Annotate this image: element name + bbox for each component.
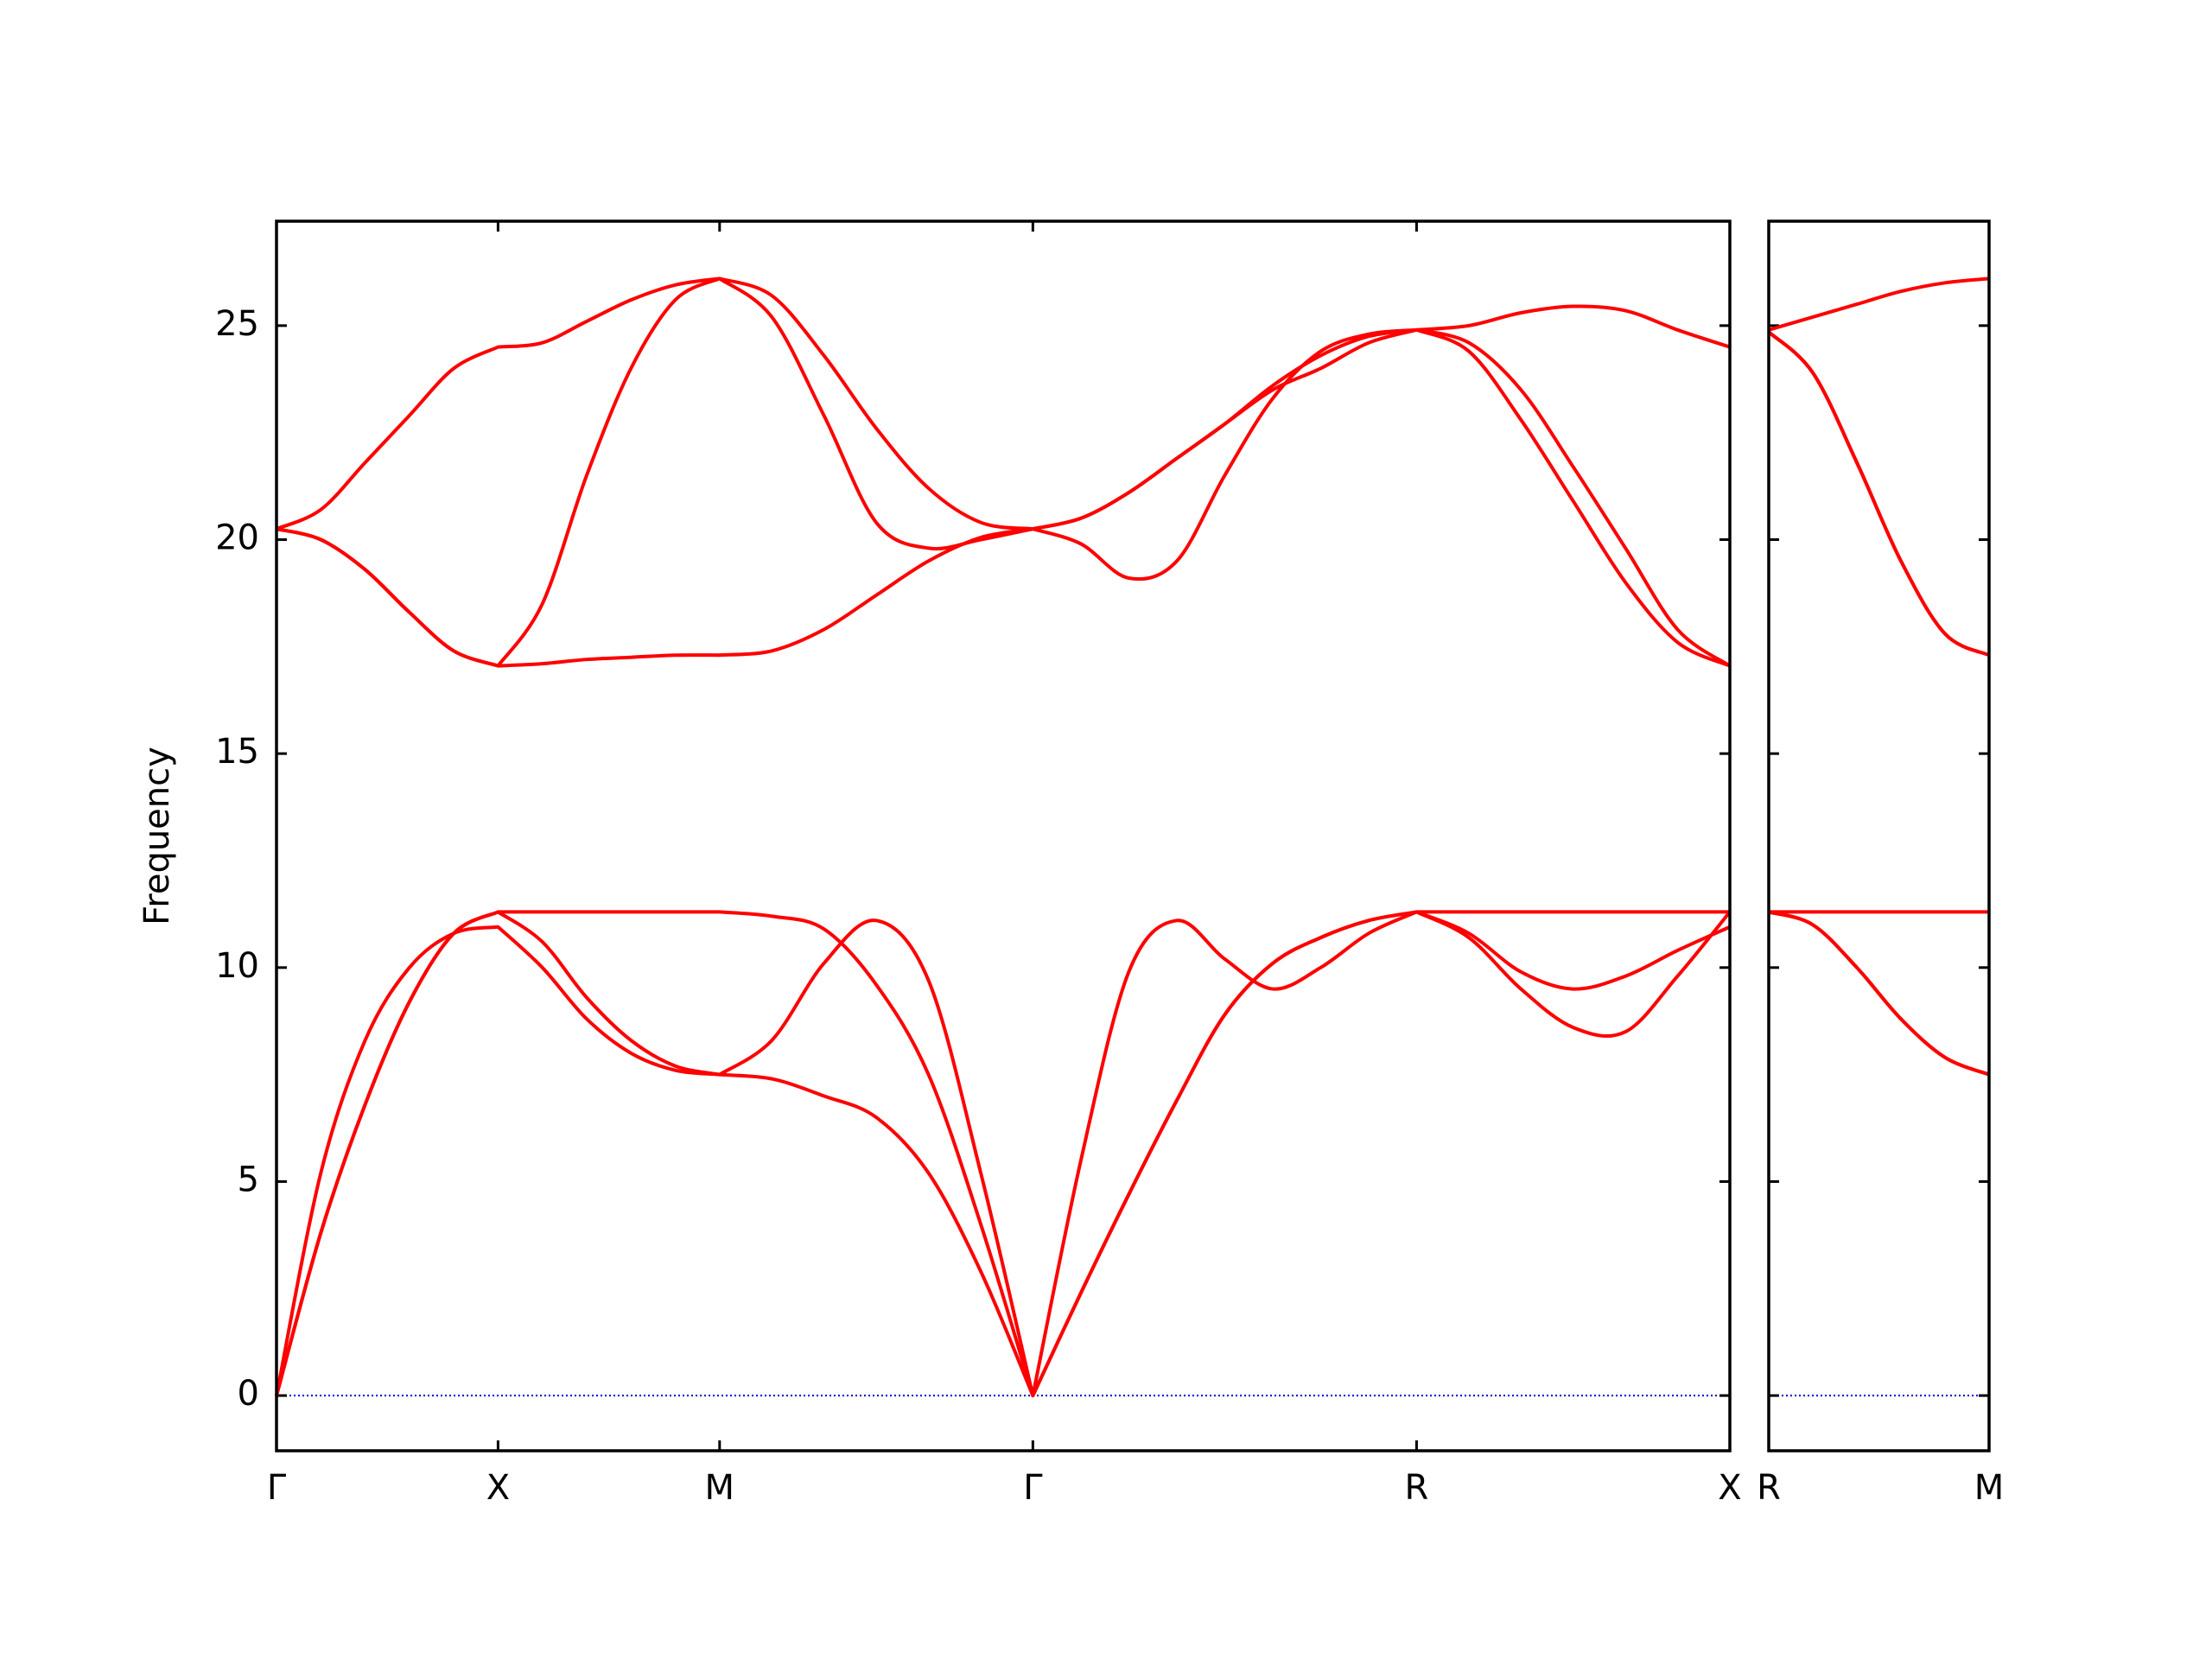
band-line bbox=[275, 910, 1731, 1398]
band-line bbox=[1767, 330, 1990, 658]
band-line bbox=[276, 276, 1732, 668]
y-tick-label: 5 bbox=[238, 1160, 259, 1199]
x-tick-label: M bbox=[705, 1468, 735, 1508]
band-line bbox=[276, 276, 1731, 531]
band-line bbox=[1768, 276, 1990, 332]
x-tick-label: X bbox=[1718, 1468, 1741, 1508]
x-tick-label: Γ bbox=[1023, 1468, 1043, 1508]
y-tick-label: 25 bbox=[215, 304, 259, 344]
x-tick-label: Γ bbox=[267, 1468, 287, 1508]
y-tick-label: 20 bbox=[215, 518, 259, 558]
y-tick-label: 10 bbox=[215, 946, 259, 986]
band-line bbox=[1767, 330, 1990, 658]
y-tick-label: 0 bbox=[238, 1374, 259, 1414]
axes-frame bbox=[1767, 219, 1991, 1452]
x-tick-label: M bbox=[1974, 1468, 2005, 1508]
axes-frame bbox=[275, 219, 1732, 1452]
band-line bbox=[1768, 910, 1990, 1077]
y-axis-label: Frequency bbox=[137, 747, 177, 925]
y-tick-label: 15 bbox=[215, 732, 259, 772]
x-tick-label: R bbox=[1405, 1468, 1429, 1508]
x-tick-label: X bbox=[486, 1468, 510, 1508]
x-tick-label: R bbox=[1757, 1468, 1781, 1508]
